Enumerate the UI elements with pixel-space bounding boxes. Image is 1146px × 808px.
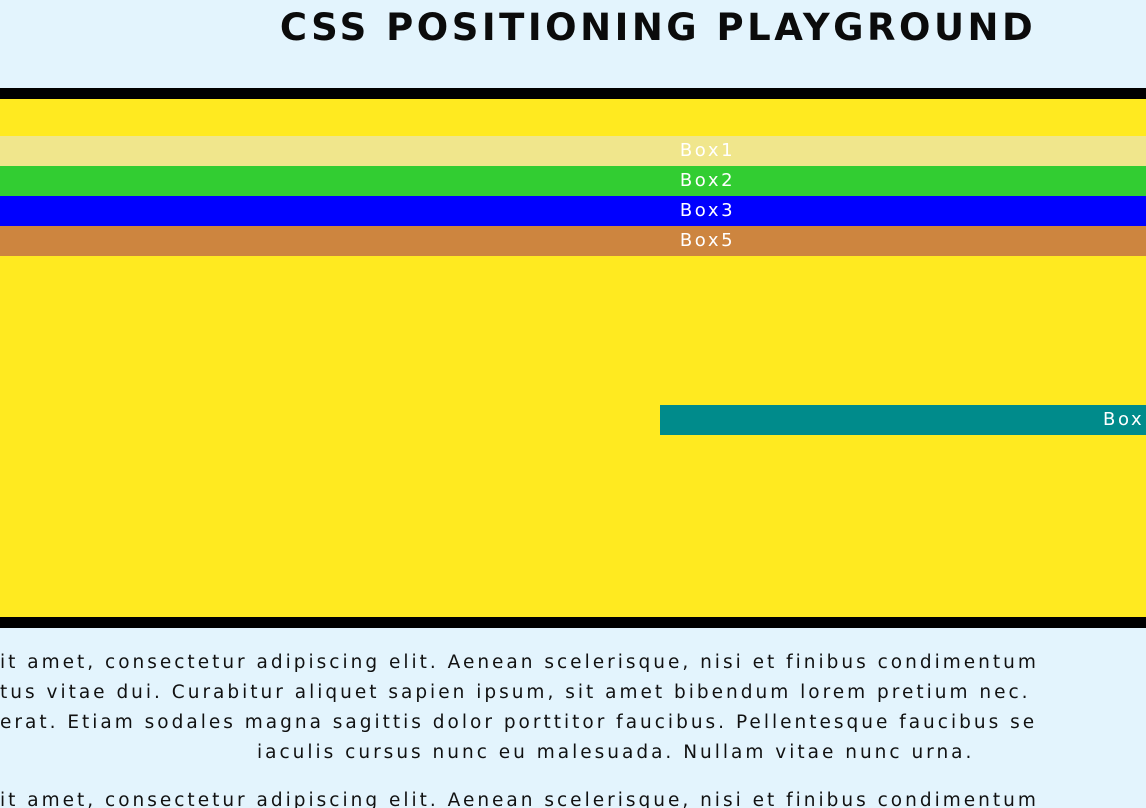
box-3: Box3 bbox=[0, 196, 1146, 226]
paragraph-1-line-3: erat. Etiam sodales magna sagittis dolor… bbox=[0, 712, 1038, 733]
positioning-playground: Box1 Box2 Box3 Box5 Box bbox=[0, 88, 1146, 628]
box-4: Box bbox=[660, 405, 1146, 435]
paragraph-1-line-4: iaculis cursus nunc eu malesuada. Nullam… bbox=[257, 742, 975, 763]
paragraph-2-line-1: it amet, consectetur adipiscing elit. Ae… bbox=[0, 790, 1039, 808]
box-2: Box2 bbox=[0, 166, 1146, 196]
box-5: Box5 bbox=[0, 226, 1146, 256]
page-title: CSS POSITIONING PLAYGROUND bbox=[279, 6, 1037, 49]
paragraph-1-line-1: it amet, consectetur adipiscing elit. Ae… bbox=[0, 652, 1039, 673]
box-1: Box1 bbox=[0, 136, 1146, 166]
paragraph-1-line-2: tus vitae dui. Curabitur aliquet sapien … bbox=[0, 682, 1031, 703]
box-4-label: Box bbox=[1103, 409, 1145, 430]
